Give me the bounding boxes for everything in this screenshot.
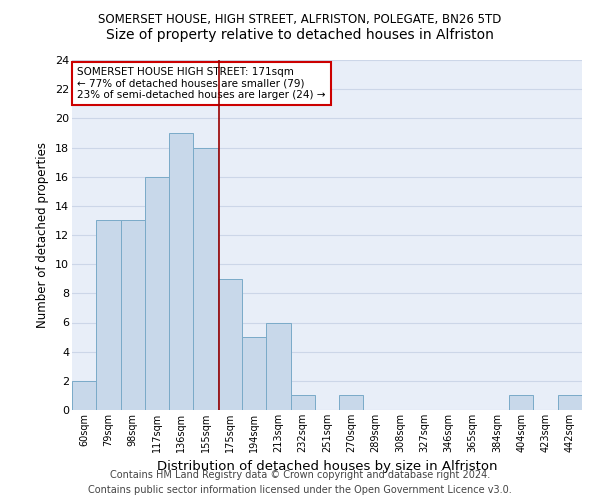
X-axis label: Distribution of detached houses by size in Alfriston: Distribution of detached houses by size … — [157, 460, 497, 473]
Bar — [242, 337, 266, 410]
Bar — [96, 220, 121, 410]
Bar — [558, 396, 582, 410]
Bar — [72, 381, 96, 410]
Text: Contains HM Land Registry data © Crown copyright and database right 2024.
Contai: Contains HM Land Registry data © Crown c… — [88, 470, 512, 495]
Text: SOMERSET HOUSE HIGH STREET: 171sqm
← 77% of detached houses are smaller (79)
23%: SOMERSET HOUSE HIGH STREET: 171sqm ← 77%… — [77, 67, 326, 100]
Bar — [266, 322, 290, 410]
Bar — [339, 396, 364, 410]
Bar — [121, 220, 145, 410]
Text: Size of property relative to detached houses in Alfriston: Size of property relative to detached ho… — [106, 28, 494, 42]
Text: SOMERSET HOUSE, HIGH STREET, ALFRISTON, POLEGATE, BN26 5TD: SOMERSET HOUSE, HIGH STREET, ALFRISTON, … — [98, 12, 502, 26]
Bar — [290, 396, 315, 410]
Bar — [169, 133, 193, 410]
Bar — [218, 279, 242, 410]
Bar — [145, 176, 169, 410]
Y-axis label: Number of detached properties: Number of detached properties — [37, 142, 49, 328]
Bar — [193, 148, 218, 410]
Bar — [509, 396, 533, 410]
